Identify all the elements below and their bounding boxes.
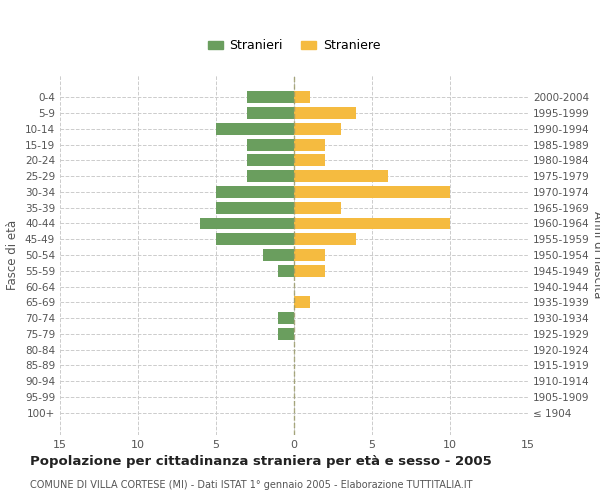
Bar (247, 138, 294, 150)
Bar (216, 234, 294, 245)
Legend: Stranieri, Straniere: Stranieri, Straniere (203, 34, 385, 58)
Text: COMUNE DI VILLA CORTESE (MI) - Dati ISTAT 1° gennaio 2005 - Elaborazione TUTTITA: COMUNE DI VILLA CORTESE (MI) - Dati ISTA… (30, 480, 473, 490)
Bar (294, 92, 310, 103)
Bar (247, 154, 294, 166)
Bar (294, 107, 356, 119)
Bar (278, 265, 294, 276)
Bar (247, 170, 294, 182)
Bar (200, 218, 294, 230)
Bar (294, 234, 356, 245)
Bar (294, 170, 388, 182)
Bar (247, 92, 294, 103)
Bar (278, 312, 294, 324)
Bar (294, 218, 450, 230)
Bar (216, 123, 294, 134)
Bar (294, 138, 325, 150)
Text: Popolazione per cittadinanza straniera per età e sesso - 2005: Popolazione per cittadinanza straniera p… (30, 455, 492, 468)
Bar (294, 154, 325, 166)
Bar (294, 202, 341, 213)
Bar (278, 328, 294, 340)
Bar (216, 202, 294, 213)
Bar (294, 265, 325, 276)
Bar (247, 107, 294, 119)
Bar (294, 186, 450, 198)
Bar (216, 186, 294, 198)
Bar (294, 123, 341, 134)
Bar (294, 296, 310, 308)
Bar (263, 249, 294, 261)
Bar (294, 249, 325, 261)
Y-axis label: Anni di nascita: Anni di nascita (590, 212, 600, 298)
Y-axis label: Fasce di età: Fasce di età (7, 220, 19, 290)
